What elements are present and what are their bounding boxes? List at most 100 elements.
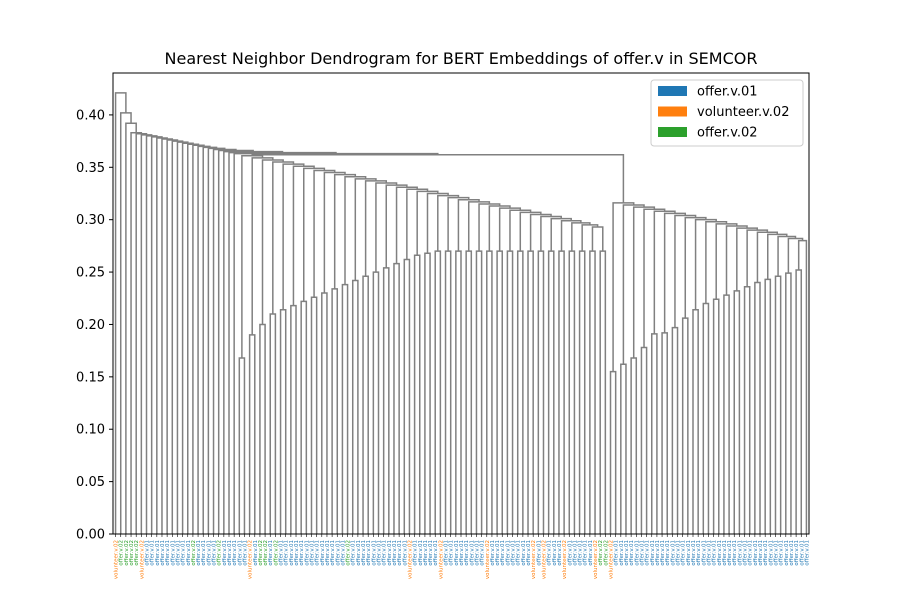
leaf-label: offer.v.01 bbox=[552, 540, 558, 566]
leaf-label: offer.v.01 bbox=[789, 540, 795, 566]
plot-frame bbox=[112, 72, 810, 535]
leaf-label: offer.v.01 bbox=[758, 540, 764, 566]
dendrogram-link bbox=[455, 250, 462, 534]
dendrogram-link bbox=[181, 142, 194, 534]
y-axis: 0.00 0.05 0.10 0.15 0.20 0.25 0.30 0.35 0.40 bbox=[76, 108, 113, 543]
leaf-label: offer.v.01 bbox=[706, 540, 712, 566]
leaf-label: offer.v.02 bbox=[191, 540, 197, 566]
y-tick-label: 0.35 bbox=[76, 161, 105, 176]
dendrogram-link bbox=[333, 173, 357, 289]
leaf-labels: volunteer.v.02 offer.v.02 offer.v.02 offer.… bbox=[114, 534, 810, 579]
leaf-label: offer.v.01 bbox=[670, 540, 676, 566]
leaf-label: offer.v.01 bbox=[284, 540, 290, 566]
legend-label: offer.v.01 bbox=[697, 85, 758, 100]
leaf-label: offer.v.01 bbox=[784, 540, 790, 566]
legend-swatch bbox=[658, 86, 687, 96]
dendrogram-link bbox=[321, 292, 328, 534]
dendrogram-link bbox=[145, 135, 158, 534]
dendrogram-link bbox=[506, 250, 514, 534]
leaf-label: offer.v.01 bbox=[650, 540, 656, 566]
dendrogram-link bbox=[313, 169, 336, 298]
leaf-label: offer.v.01 bbox=[557, 540, 563, 566]
leaf-label: offer.v.01 bbox=[614, 540, 620, 566]
leaf-label: offer.v.01 bbox=[681, 540, 687, 566]
legend-label: volunteer.v.02 bbox=[697, 105, 789, 120]
leaf-label: offer.v.01 bbox=[583, 540, 589, 566]
leaf-label: offer.v.02 bbox=[603, 540, 609, 566]
leaf-label: offer.v.01 bbox=[459, 540, 465, 566]
leaf-label: offer.v.02 bbox=[263, 540, 269, 566]
leaf-label: offer.v.01 bbox=[639, 540, 645, 566]
leaf-label: offer.v.01 bbox=[304, 540, 310, 566]
leaf-label: offer.v.01 bbox=[794, 540, 800, 566]
leaf-label: offer.v.01 bbox=[645, 540, 651, 566]
dendrogram-link bbox=[217, 149, 254, 534]
leaf-label: offer.v.01 bbox=[402, 540, 408, 566]
leaf-label: offer.v.01 bbox=[155, 540, 161, 566]
leaf-label: offer.v.01 bbox=[377, 540, 383, 566]
dendrogram-link bbox=[197, 145, 211, 534]
leaf-label: offer.v.01 bbox=[547, 540, 553, 566]
leaf-label: volunteer.v.02 bbox=[609, 540, 615, 579]
y-tick-label: 0.40 bbox=[76, 108, 105, 123]
leaf-label: offer.v.01 bbox=[505, 540, 511, 566]
dendrogram-link bbox=[478, 203, 501, 252]
dendrogram-link bbox=[259, 323, 266, 534]
leaf-label: offer.v.01 bbox=[212, 540, 218, 566]
dendrogram-link bbox=[568, 250, 576, 534]
leaf-label: offer.v.01 bbox=[371, 540, 377, 566]
dendrogram-link bbox=[671, 326, 679, 534]
dendrogram-link bbox=[413, 254, 421, 534]
leaf-label: offer.v.01 bbox=[325, 540, 331, 566]
dendrogram-link bbox=[465, 250, 473, 534]
dendrogram-link bbox=[292, 165, 315, 306]
dendrogram-link bbox=[331, 288, 339, 534]
legend-label: offer.v.02 bbox=[697, 126, 758, 141]
y-tick-label: 0.25 bbox=[76, 266, 105, 281]
leaf-label: offer.v.01 bbox=[279, 540, 285, 566]
leaf-label: offer.v.01 bbox=[253, 540, 259, 566]
dendrogram-link bbox=[622, 204, 645, 365]
leaf-label: offer.v.01 bbox=[748, 540, 754, 566]
leaf-label: offer.v.01 bbox=[397, 540, 403, 566]
leaf-label: offer.v.01 bbox=[294, 540, 300, 566]
leaf-label: offer.v.01 bbox=[227, 540, 233, 566]
leaf-label: offer.v.01 bbox=[717, 540, 723, 566]
leaf-label: volunteer.v.02 bbox=[114, 540, 120, 579]
leaf-label: offer.v.01 bbox=[309, 540, 315, 566]
leaf-label: offer.v.01 bbox=[526, 540, 532, 566]
dendrogram-link bbox=[444, 250, 452, 534]
dendrogram-link bbox=[756, 231, 779, 283]
leaf-label: offer.v.01 bbox=[572, 540, 578, 566]
leaf-label: volunteer.v.02 bbox=[541, 540, 547, 579]
dendrogram-link bbox=[364, 180, 387, 277]
leaf-label: offer.v.01 bbox=[619, 540, 625, 566]
dendrogram-link bbox=[787, 237, 804, 274]
leaf-label: offer.v.01 bbox=[511, 540, 517, 566]
dendrogram-link bbox=[341, 283, 349, 534]
leaf-label: offer.v.02 bbox=[134, 540, 140, 566]
y-tick-label: 0.10 bbox=[76, 423, 105, 438]
leaf-label: offer.v.01 bbox=[629, 540, 635, 566]
dendrogram-link bbox=[640, 346, 648, 534]
leaf-label: offer.v.01 bbox=[753, 540, 759, 566]
dendrogram-link bbox=[202, 146, 218, 534]
dendrogram-link bbox=[560, 219, 582, 252]
leaf-label: offer.v.01 bbox=[165, 540, 171, 566]
leaf-label: offer.v.01 bbox=[737, 540, 743, 566]
leaf-label: offer.v.01 bbox=[170, 540, 176, 566]
leaf-label: offer.v.01 bbox=[449, 540, 455, 566]
legend: offer.v.01 volunteer.v.02 offer.v.02 bbox=[650, 79, 804, 147]
leaf-label: offer.v.01 bbox=[237, 540, 243, 566]
leaf-label: offer.v.01 bbox=[268, 540, 274, 566]
leaf-label: offer.v.01 bbox=[686, 540, 692, 566]
leaf-label: offer.v.01 bbox=[773, 540, 779, 566]
dendrogram-link bbox=[300, 300, 308, 534]
dendrogram-link bbox=[119, 112, 132, 534]
leaf-label: offer.v.01 bbox=[676, 540, 682, 566]
leaf-label: offer.v.01 bbox=[634, 540, 640, 566]
leaf-label: volunteer.v.02 bbox=[139, 540, 145, 579]
leaf-label: offer.v.02 bbox=[346, 540, 352, 566]
leaf-label: offer.v.01 bbox=[464, 540, 470, 566]
leaf-label: offer.v.01 bbox=[655, 540, 661, 566]
